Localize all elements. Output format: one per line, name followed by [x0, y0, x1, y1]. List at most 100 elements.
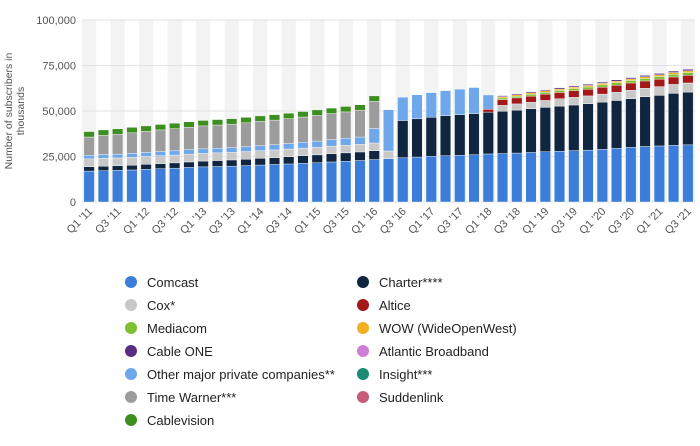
bar-segment: [154, 168, 166, 203]
bar-segment: [625, 77, 637, 80]
bar-segment: [440, 115, 451, 156]
bar-segment: [639, 96, 651, 147]
legend-item[interactable]: Insight***: [357, 364, 432, 384]
bar-segment: [140, 164, 152, 170]
bar-segment: [596, 101, 608, 150]
bar-segment: [268, 157, 280, 165]
bar-segment: [283, 112, 295, 119]
legend-item[interactable]: Cox*: [125, 295, 175, 315]
bar-segment: [240, 117, 252, 124]
bar-segment: [83, 170, 95, 203]
bar-segment: [326, 139, 337, 147]
bar-segment: [154, 163, 166, 169]
x-tick-label: Q1 '12: [121, 206, 152, 237]
bar-segment: [425, 92, 437, 118]
bar-segment: [482, 94, 494, 110]
bar-segment: [639, 78, 651, 82]
bar-segment: [268, 149, 280, 158]
bar-segment: [596, 86, 608, 95]
bar-segment: [297, 142, 309, 149]
bar-segment: [211, 119, 223, 126]
bar-segment: [668, 145, 680, 203]
x-tick-label: Q1 '17: [406, 206, 437, 237]
legend-item[interactable]: WOW (WideOpenWest): [357, 318, 517, 338]
bar-segment: [169, 154, 181, 164]
x-tick-label: Q3 '18: [492, 206, 523, 237]
bar-segment: [596, 93, 608, 103]
bar-segment: [326, 161, 337, 203]
bar-segment: [582, 85, 594, 88]
bar-segment: [653, 145, 665, 203]
bar-segment: [539, 93, 551, 101]
x-tick-label: Q1 '14: [235, 206, 266, 237]
x-tick-label: Q3 '21: [663, 206, 694, 237]
bar-segment: [211, 166, 223, 203]
legend-item[interactable]: Cable ONE: [125, 341, 213, 361]
bar-segment: [454, 155, 466, 203]
y-tick-label: 50,000: [42, 106, 76, 118]
bar-segment: [311, 162, 323, 203]
bar-segment: [311, 154, 323, 163]
bar-segment: [354, 160, 366, 203]
legend-item[interactable]: Charter****: [357, 272, 443, 292]
bar-segment: [511, 103, 523, 111]
bar-segment: [83, 136, 95, 156]
bar-segment: [497, 153, 509, 203]
bar-segment: [83, 166, 95, 172]
bar-segment: [411, 118, 423, 158]
bar-segment: [197, 120, 209, 127]
bar-segment: [211, 124, 223, 149]
bar-segment: [140, 156, 152, 165]
bar-segment: [539, 90, 551, 93]
bar-segment: [311, 147, 323, 156]
legend-item[interactable]: Atlantic Broadband: [357, 341, 489, 361]
bar-segment: [297, 147, 309, 156]
legend-swatch: [125, 322, 137, 334]
bar-segment: [140, 169, 152, 203]
bar-segment: [183, 167, 195, 203]
bar-segment: [568, 150, 580, 203]
bar-segment: [582, 149, 594, 203]
bar-segment: [511, 97, 523, 105]
bar-segment: [340, 145, 352, 154]
legend-item[interactable]: Mediacom: [125, 318, 207, 338]
bar-segment: [340, 161, 352, 203]
legend-swatch: [125, 345, 137, 357]
bar-segment: [368, 128, 380, 144]
bar-segment: [268, 144, 280, 151]
bar-segment: [497, 97, 509, 100]
legend-item[interactable]: Other major private companies**: [125, 364, 335, 384]
bar-segment: [425, 156, 437, 203]
bar-segment: [83, 158, 95, 167]
x-tick-label: Q3 '12: [150, 206, 181, 237]
bar-segment: [326, 113, 337, 140]
bar-segment: [297, 163, 309, 203]
legend-item[interactable]: Cablevision: [125, 410, 214, 430]
bar-segment: [169, 167, 181, 203]
bar-segment: [197, 166, 209, 203]
legend-item[interactable]: Altice: [357, 295, 411, 315]
bar-segment: [154, 129, 166, 152]
legend-item[interactable]: Time Warner***: [125, 387, 236, 407]
bar-segment: [554, 90, 566, 93]
bar-segment: [568, 97, 580, 106]
bar-segment: [368, 101, 380, 129]
bar-segment: [169, 162, 181, 169]
bar-segment: [254, 164, 266, 203]
bar-segment: [425, 116, 437, 157]
bar-segment: [625, 90, 637, 99]
legend-item[interactable]: Suddenlink: [357, 387, 443, 407]
legend-label: Cablevision: [147, 412, 215, 428]
bar-segment: [596, 84, 608, 88]
bar-segment: [682, 75, 694, 84]
bar-segment: [354, 136, 366, 145]
bar-segment: [611, 148, 623, 203]
legend-item[interactable]: Comcast: [125, 272, 198, 292]
bar-segment: [112, 157, 124, 166]
bar-segment: [411, 156, 423, 203]
bar-segment: [183, 161, 195, 168]
bar-segment: [83, 155, 95, 160]
bar-segment: [297, 111, 309, 118]
bar-segment: [497, 99, 509, 106]
legend-swatch: [125, 414, 137, 426]
